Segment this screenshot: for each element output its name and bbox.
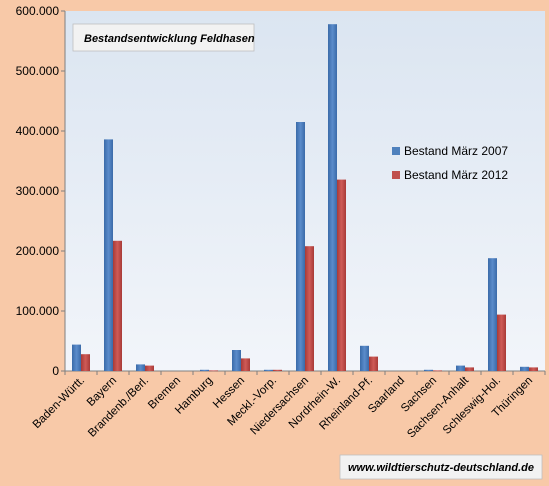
legend-swatch-2012 — [392, 171, 400, 179]
bar-2012 — [465, 367, 474, 371]
y-tick-label: 400.000 — [16, 124, 60, 138]
legend-label-2007: Bestand März 2007 — [404, 144, 508, 158]
bar-2012 — [369, 356, 378, 371]
bar-2007 — [264, 369, 273, 371]
y-tick-label: 200.000 — [16, 244, 60, 258]
x-category-label: Baden-Württ. — [31, 375, 87, 431]
bar-2012 — [433, 370, 442, 372]
bar-2012 — [81, 354, 90, 371]
bars — [72, 24, 538, 372]
x-axis: Baden-Württ.BayernBrandenb./Berl.BremenH… — [31, 371, 546, 441]
y-axis: 0 100.000 200.000 300.000 400.000 500.000 600.… — [16, 4, 65, 378]
bar-2012 — [529, 367, 538, 371]
legend: Bestand März 2007 Bestand März 2012 — [392, 144, 508, 182]
x-category-label: Schleswig-Hol. — [441, 375, 503, 437]
bar-2012 — [305, 246, 314, 371]
bar-2007 — [200, 369, 209, 371]
bar-2007 — [72, 344, 81, 371]
bar-2012 — [241, 358, 250, 371]
y-tick-label: 100.000 — [16, 304, 60, 318]
y-tick-label: 300.000 — [16, 184, 60, 198]
bar-2007 — [456, 365, 465, 371]
y-tick-label: 500.000 — [16, 64, 60, 78]
title-box — [72, 23, 255, 52]
y-tick-label: 600.000 — [16, 4, 60, 18]
watermark-box — [339, 454, 543, 480]
bar-2007 — [360, 345, 369, 371]
x-category-label: Niedersachsen — [248, 375, 311, 438]
bar-2012 — [273, 369, 282, 371]
bar-2007 — [424, 369, 433, 371]
bar-2007 — [136, 364, 145, 371]
bar-2012 — [209, 370, 218, 372]
legend-label-2012: Bestand März 2012 — [404, 168, 508, 182]
bar-2012 — [337, 179, 346, 371]
chart-title: Bestandsentwicklung Feldhasen — [84, 33, 255, 45]
bar-2007 — [232, 350, 241, 371]
bar-2007 — [520, 366, 529, 371]
bar-2012 — [113, 240, 122, 371]
bar-2007 — [104, 139, 113, 371]
x-category-label: Brandenb./Berl. — [86, 375, 151, 440]
legend-swatch-2007 — [392, 147, 400, 155]
bar-2012 — [497, 314, 506, 371]
y-tick-label: 0 — [52, 364, 59, 378]
bar-2012 — [145, 365, 154, 371]
bar-2007 — [488, 258, 497, 371]
watermark-text: www.wildtierschutz-deutschland.de — [348, 462, 534, 474]
bar-2007 — [328, 24, 337, 371]
bar-2007 — [296, 122, 305, 371]
